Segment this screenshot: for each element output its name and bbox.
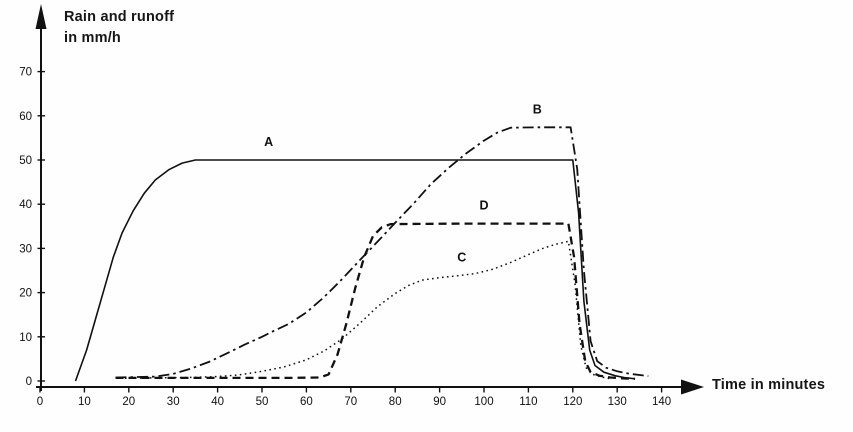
- curve-label-D: D: [479, 199, 488, 213]
- y-axis-title-line2: in mm/h: [64, 30, 121, 46]
- y-tick-label: 10: [19, 332, 32, 344]
- y-axis-title: Rain and runoff in mm/h: [64, 7, 174, 49]
- curve-C: [119, 240, 611, 380]
- curve-label-C: C: [457, 251, 466, 265]
- x-tick-label: 40: [211, 396, 224, 408]
- y-tick-label: 50: [19, 155, 32, 167]
- x-tick-label: 110: [519, 396, 537, 408]
- y-axis-title-line1: Rain and runoff: [64, 9, 175, 25]
- curve-label-B: B: [533, 103, 542, 117]
- x-tick-label: 130: [608, 396, 627, 408]
- y-tick-label: 40: [19, 199, 32, 211]
- x-tick-label: 10: [78, 396, 91, 408]
- y-tick-label: 70: [19, 67, 32, 79]
- x-tick-label: 20: [122, 396, 135, 408]
- curve-B: [115, 126, 649, 379]
- x-tick-label: 100: [474, 396, 493, 408]
- x-tick-label: 50: [256, 396, 269, 408]
- x-tick-label: 140: [652, 396, 671, 408]
- y-tick-label: 20: [19, 288, 32, 300]
- y-tick-label: 0: [26, 376, 32, 388]
- x-tick-label: 70: [344, 396, 357, 408]
- x-tick-label: 60: [300, 396, 313, 408]
- curve-A: [74, 159, 636, 382]
- x-tick-label: 0: [37, 396, 43, 408]
- y-tick-label: 60: [19, 111, 32, 123]
- curve-label-A: A: [264, 135, 273, 149]
- curve-D: [115, 222, 636, 380]
- x-axis-title: Time in minutes: [712, 377, 826, 393]
- x-axis-arrow-icon: [681, 379, 704, 395]
- x-tick-label: 80: [389, 396, 402, 408]
- x-tick-label: 120: [563, 396, 582, 408]
- y-axis-arrow-icon: [35, 4, 47, 29]
- x-tick-label: 90: [433, 396, 446, 408]
- y-tick-label: 30: [19, 243, 32, 255]
- x-tick-label: 30: [167, 396, 180, 408]
